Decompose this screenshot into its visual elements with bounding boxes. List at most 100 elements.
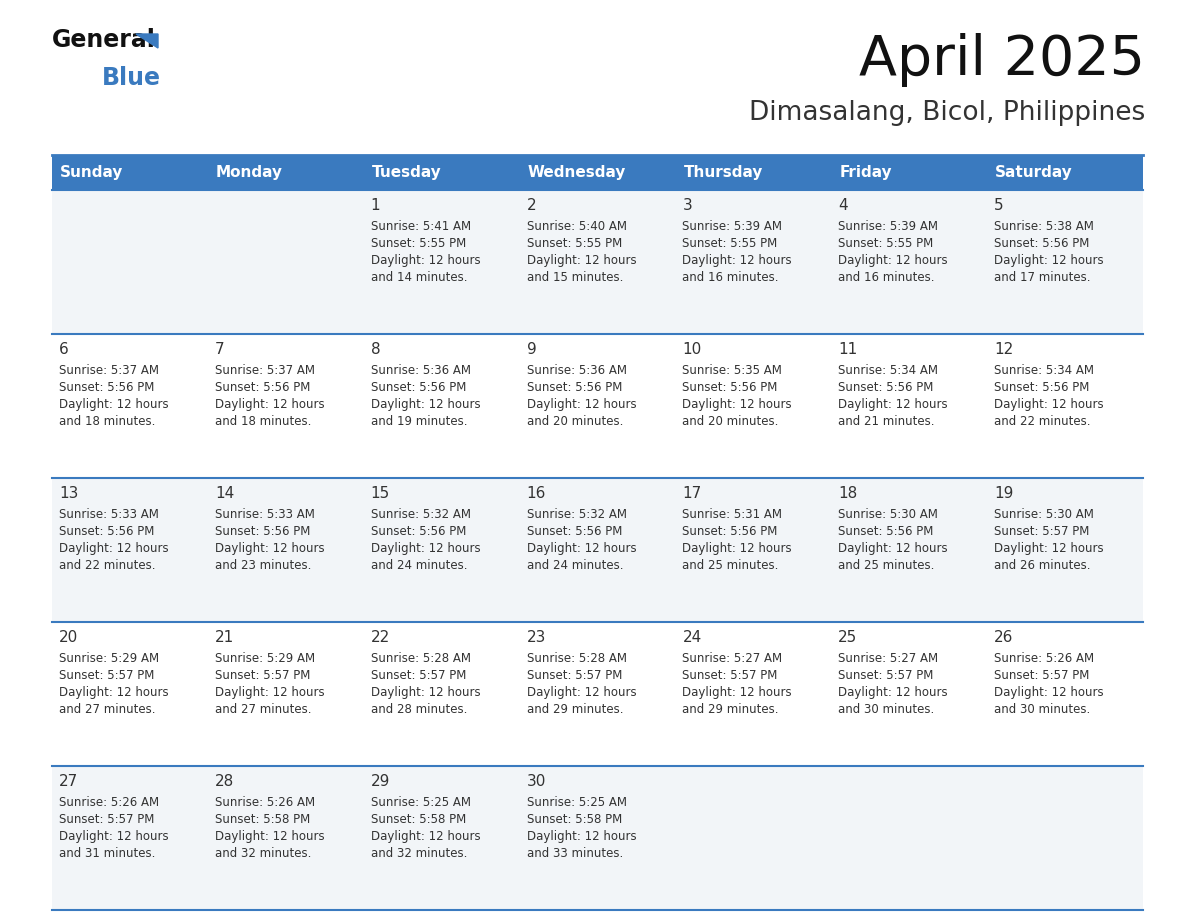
Text: Sunrise: 5:25 AM: Sunrise: 5:25 AM xyxy=(371,796,470,809)
Text: 5: 5 xyxy=(994,198,1004,213)
Text: and 18 minutes.: and 18 minutes. xyxy=(59,415,156,428)
Text: Sunset: 5:56 PM: Sunset: 5:56 PM xyxy=(526,525,623,538)
Text: Wednesday: Wednesday xyxy=(527,165,626,180)
Text: Sunrise: 5:29 AM: Sunrise: 5:29 AM xyxy=(215,652,315,665)
Text: Daylight: 12 hours: Daylight: 12 hours xyxy=(215,542,324,555)
Text: and 32 minutes.: and 32 minutes. xyxy=(371,847,467,860)
Bar xyxy=(52,766,1143,910)
Text: Sunset: 5:56 PM: Sunset: 5:56 PM xyxy=(371,525,466,538)
Text: Sunrise: 5:27 AM: Sunrise: 5:27 AM xyxy=(682,652,783,665)
Text: and 26 minutes.: and 26 minutes. xyxy=(994,559,1091,572)
Text: Sunset: 5:56 PM: Sunset: 5:56 PM xyxy=(526,381,623,394)
Text: Sunset: 5:57 PM: Sunset: 5:57 PM xyxy=(59,669,154,682)
Text: Daylight: 12 hours: Daylight: 12 hours xyxy=(59,542,169,555)
Text: 1: 1 xyxy=(371,198,380,213)
Text: Daylight: 12 hours: Daylight: 12 hours xyxy=(371,542,480,555)
Text: 10: 10 xyxy=(682,342,702,357)
Text: 25: 25 xyxy=(839,630,858,645)
Text: Sunset: 5:56 PM: Sunset: 5:56 PM xyxy=(371,381,466,394)
Text: Sunrise: 5:25 AM: Sunrise: 5:25 AM xyxy=(526,796,626,809)
Text: and 24 minutes.: and 24 minutes. xyxy=(371,559,467,572)
Text: 19: 19 xyxy=(994,486,1013,501)
Text: Daylight: 12 hours: Daylight: 12 hours xyxy=(682,398,792,411)
Text: and 17 minutes.: and 17 minutes. xyxy=(994,271,1091,284)
Text: Sunset: 5:58 PM: Sunset: 5:58 PM xyxy=(371,813,466,826)
Text: Tuesday: Tuesday xyxy=(372,165,442,180)
Text: Sunrise: 5:40 AM: Sunrise: 5:40 AM xyxy=(526,220,626,233)
Text: and 16 minutes.: and 16 minutes. xyxy=(839,271,935,284)
Text: Sunset: 5:57 PM: Sunset: 5:57 PM xyxy=(839,669,934,682)
Text: Daylight: 12 hours: Daylight: 12 hours xyxy=(526,254,637,267)
Text: 13: 13 xyxy=(59,486,78,501)
Text: Sunrise: 5:37 AM: Sunrise: 5:37 AM xyxy=(59,364,159,377)
Text: Sunrise: 5:28 AM: Sunrise: 5:28 AM xyxy=(526,652,626,665)
Text: Daylight: 12 hours: Daylight: 12 hours xyxy=(59,830,169,843)
Text: and 15 minutes.: and 15 minutes. xyxy=(526,271,623,284)
Text: and 28 minutes.: and 28 minutes. xyxy=(371,703,467,716)
Text: Sunrise: 5:37 AM: Sunrise: 5:37 AM xyxy=(215,364,315,377)
Text: Sunset: 5:55 PM: Sunset: 5:55 PM xyxy=(682,237,778,250)
Text: and 27 minutes.: and 27 minutes. xyxy=(215,703,311,716)
Text: Sunset: 5:56 PM: Sunset: 5:56 PM xyxy=(682,381,778,394)
Text: Sunset: 5:56 PM: Sunset: 5:56 PM xyxy=(994,381,1089,394)
Text: Sunday: Sunday xyxy=(61,165,124,180)
Text: and 16 minutes.: and 16 minutes. xyxy=(682,271,779,284)
Text: Daylight: 12 hours: Daylight: 12 hours xyxy=(526,398,637,411)
Bar xyxy=(52,622,1143,766)
Text: Daylight: 12 hours: Daylight: 12 hours xyxy=(526,830,637,843)
Text: and 30 minutes.: and 30 minutes. xyxy=(839,703,935,716)
Text: Sunset: 5:55 PM: Sunset: 5:55 PM xyxy=(839,237,934,250)
Text: 23: 23 xyxy=(526,630,546,645)
Text: Saturday: Saturday xyxy=(996,165,1073,180)
Text: Sunset: 5:57 PM: Sunset: 5:57 PM xyxy=(994,525,1089,538)
Text: Daylight: 12 hours: Daylight: 12 hours xyxy=(839,686,948,699)
Text: Sunrise: 5:30 AM: Sunrise: 5:30 AM xyxy=(839,508,939,521)
Text: Sunset: 5:57 PM: Sunset: 5:57 PM xyxy=(59,813,154,826)
Text: Daylight: 12 hours: Daylight: 12 hours xyxy=(371,398,480,411)
Text: Sunrise: 5:26 AM: Sunrise: 5:26 AM xyxy=(994,652,1094,665)
Text: Sunrise: 5:36 AM: Sunrise: 5:36 AM xyxy=(371,364,470,377)
Text: 18: 18 xyxy=(839,486,858,501)
Text: Sunset: 5:57 PM: Sunset: 5:57 PM xyxy=(371,669,466,682)
Text: Sunrise: 5:30 AM: Sunrise: 5:30 AM xyxy=(994,508,1094,521)
Text: and 33 minutes.: and 33 minutes. xyxy=(526,847,623,860)
Text: and 25 minutes.: and 25 minutes. xyxy=(839,559,935,572)
Text: 24: 24 xyxy=(682,630,702,645)
Text: Daylight: 12 hours: Daylight: 12 hours xyxy=(59,398,169,411)
Text: Dimasalang, Bicol, Philippines: Dimasalang, Bicol, Philippines xyxy=(748,100,1145,126)
Text: Friday: Friday xyxy=(839,165,892,180)
Text: Daylight: 12 hours: Daylight: 12 hours xyxy=(215,398,324,411)
Text: April 2025: April 2025 xyxy=(859,33,1145,87)
Text: and 19 minutes.: and 19 minutes. xyxy=(371,415,467,428)
Text: Sunrise: 5:32 AM: Sunrise: 5:32 AM xyxy=(371,508,470,521)
Text: 29: 29 xyxy=(371,774,390,789)
Bar xyxy=(52,478,1143,622)
Bar xyxy=(52,334,1143,478)
Text: 14: 14 xyxy=(215,486,234,501)
Text: Daylight: 12 hours: Daylight: 12 hours xyxy=(215,686,324,699)
Text: 20: 20 xyxy=(59,630,78,645)
Text: 27: 27 xyxy=(59,774,78,789)
Text: Sunrise: 5:39 AM: Sunrise: 5:39 AM xyxy=(839,220,939,233)
Text: 15: 15 xyxy=(371,486,390,501)
Text: and 22 minutes.: and 22 minutes. xyxy=(59,559,156,572)
Text: Sunrise: 5:27 AM: Sunrise: 5:27 AM xyxy=(839,652,939,665)
Text: and 30 minutes.: and 30 minutes. xyxy=(994,703,1091,716)
Text: Sunset: 5:58 PM: Sunset: 5:58 PM xyxy=(526,813,621,826)
Text: Sunrise: 5:32 AM: Sunrise: 5:32 AM xyxy=(526,508,626,521)
Text: 7: 7 xyxy=(215,342,225,357)
Text: Sunset: 5:55 PM: Sunset: 5:55 PM xyxy=(526,237,621,250)
Text: 28: 28 xyxy=(215,774,234,789)
Text: 12: 12 xyxy=(994,342,1013,357)
Text: and 21 minutes.: and 21 minutes. xyxy=(839,415,935,428)
Text: Thursday: Thursday xyxy=(683,165,763,180)
Text: General: General xyxy=(52,28,156,52)
Text: Sunset: 5:56 PM: Sunset: 5:56 PM xyxy=(994,237,1089,250)
Text: 21: 21 xyxy=(215,630,234,645)
Text: Sunrise: 5:39 AM: Sunrise: 5:39 AM xyxy=(682,220,783,233)
Text: Sunset: 5:55 PM: Sunset: 5:55 PM xyxy=(371,237,466,250)
Text: and 23 minutes.: and 23 minutes. xyxy=(215,559,311,572)
Text: Sunset: 5:57 PM: Sunset: 5:57 PM xyxy=(526,669,623,682)
Text: Sunrise: 5:41 AM: Sunrise: 5:41 AM xyxy=(371,220,470,233)
Text: Sunset: 5:57 PM: Sunset: 5:57 PM xyxy=(682,669,778,682)
